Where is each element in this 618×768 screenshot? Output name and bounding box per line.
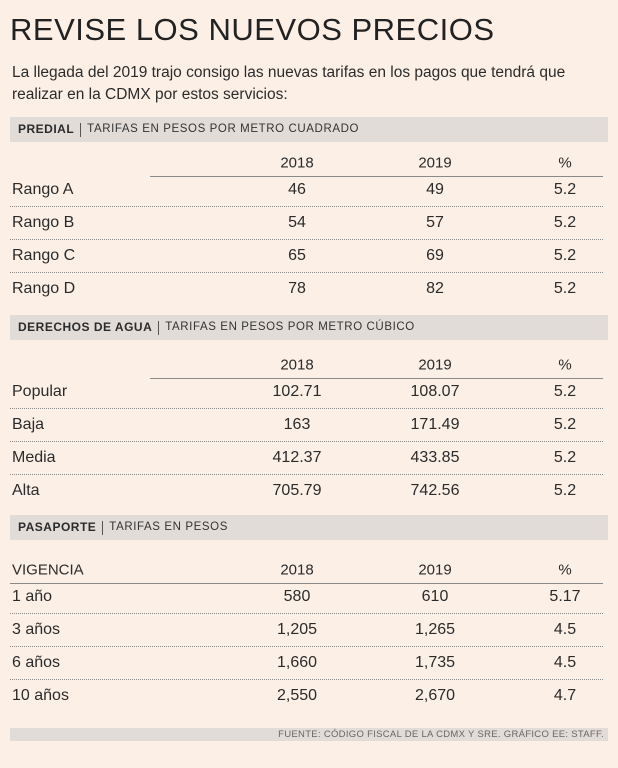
row-label: 3 años [12,621,61,638]
cell-value: 1,205 [276,621,318,638]
row-divider [10,679,603,680]
cell-value: 2,670 [414,687,456,704]
cell-value: 4.7 [553,687,577,704]
row-label: Baja [12,416,45,433]
cell-value: 46 [288,181,306,198]
column-header: 2018 [280,356,314,374]
header-rule [10,583,603,584]
cell-value: 1,735 [414,654,456,671]
column-header: 2019 [418,561,452,579]
cell-value: 4.5 [553,621,577,638]
cell-value: 5.2 [553,449,577,466]
row-divider [10,239,603,240]
header-rule [150,176,603,177]
section-bar [10,315,608,340]
cell-value: 57 [426,214,444,231]
row-label: Rango B [12,214,75,231]
cell-value: 4.5 [553,654,577,671]
cell-value: 49 [426,181,444,198]
row-label: Rango C [12,247,76,264]
cell-value: 5.2 [553,181,577,198]
separator [80,123,82,137]
column-header: 2019 [418,154,452,172]
cell-value: 54 [288,214,306,231]
section-unit: TARIFAS EN PESOS POR METRO CUADRADO [87,123,360,135]
section-bar [10,515,608,540]
cell-value: 78 [288,280,306,297]
section-unit: TARIFAS EN PESOS POR METRO CÚBICO [165,321,415,333]
column-header: % [558,154,572,172]
title: REVISE LOS NUEVOS PRECIOS [10,12,495,47]
column-header: 2018 [280,154,314,172]
column-header: % [558,356,572,374]
cell-value: 5.2 [553,214,577,231]
cell-value: 163 [283,416,311,433]
row-label: 1 año [12,588,53,605]
separator [102,521,104,535]
column-header: % [558,561,572,579]
cell-value: 742.56 [410,482,460,499]
cell-value: 5.17 [549,588,581,605]
cell-value: 1,660 [276,654,318,671]
row-divider [10,272,603,273]
column-header: 2019 [418,356,452,374]
cell-value: 580 [283,588,311,605]
cell-value: 65 [288,247,306,264]
section-name: PASAPORTE [18,520,97,534]
cell-value: 82 [426,280,444,297]
cell-value: 69 [426,247,444,264]
section-bar [10,117,608,142]
subtitle: La llegada del 2019 trajo consigo las nu… [12,64,566,103]
row-divider [10,646,603,647]
row-label: Rango A [12,181,74,198]
row-label: Popular [12,383,68,400]
cell-value: 5.2 [553,482,577,499]
row-divider [10,441,603,442]
cell-value: 102.71 [272,383,322,400]
row-label: 10 años [12,687,69,704]
cell-value: 610 [421,588,449,605]
source-note: FUENTE: CÓDIGO FISCAL DE LA CDMX Y SRE. … [278,729,604,740]
row-label: Rango D [12,280,76,297]
row-divider [10,408,603,409]
row-divider [10,613,603,614]
cell-value: 412.37 [272,449,322,466]
cell-value: 5.2 [553,247,577,264]
section-name: PREDIAL [18,122,75,136]
cell-value: 171.49 [410,416,460,433]
section-name: DERECHOS DE AGUA [18,320,153,334]
row-label: Media [12,449,56,466]
cell-value: 705.79 [272,482,322,499]
row-label: Alta [12,482,40,499]
row-label: 6 años [12,654,61,671]
separator [158,321,160,335]
cell-value: 5.2 [553,280,577,297]
cell-value: 5.2 [553,416,577,433]
cell-value: 1,265 [414,621,456,638]
column-header: 2018 [280,561,314,579]
cell-value: 433.85 [410,449,460,466]
row-divider [10,206,603,207]
section-unit: TARIFAS EN PESOS [109,521,228,533]
row-divider [10,474,603,475]
cell-value: 2,550 [276,687,318,704]
footer-bar [10,728,608,741]
cell-value: 108.07 [410,383,460,400]
column-header: VIGENCIA [12,561,84,579]
cell-value: 5.2 [553,383,577,400]
header-rule [150,378,603,379]
